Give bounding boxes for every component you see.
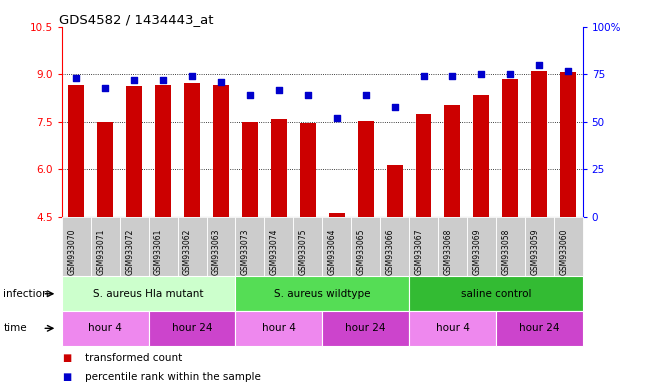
Point — [129, 77, 139, 83]
Text: GSM933059: GSM933059 — [531, 228, 539, 275]
Point — [215, 79, 226, 85]
Bar — [473, 95, 490, 217]
Bar — [242, 122, 258, 217]
Bar — [184, 83, 200, 217]
Point — [447, 73, 458, 79]
Text: GSM933061: GSM933061 — [154, 228, 163, 275]
Text: GSM933067: GSM933067 — [415, 228, 424, 275]
Text: hour 24: hour 24 — [519, 323, 559, 333]
Point — [389, 104, 400, 110]
Text: percentile rank within the sample: percentile rank within the sample — [85, 372, 260, 382]
Bar — [97, 122, 113, 217]
Text: GSM933060: GSM933060 — [559, 228, 568, 275]
Text: GSM933058: GSM933058 — [501, 228, 510, 275]
Point — [419, 73, 429, 79]
Point — [187, 73, 197, 79]
Bar — [561, 72, 576, 217]
Text: GSM933068: GSM933068 — [443, 228, 452, 275]
Text: GSM933074: GSM933074 — [270, 228, 279, 275]
Text: hour 4: hour 4 — [436, 323, 469, 333]
Text: S. aureus wildtype: S. aureus wildtype — [274, 289, 370, 299]
Text: GDS4582 / 1434443_at: GDS4582 / 1434443_at — [59, 13, 214, 26]
Bar — [387, 165, 402, 217]
Bar — [415, 114, 432, 217]
Text: GSM933069: GSM933069 — [473, 228, 481, 275]
Point — [505, 71, 516, 78]
Bar — [271, 119, 287, 217]
Text: GSM933070: GSM933070 — [67, 228, 76, 275]
Point — [361, 92, 371, 98]
Text: GSM933062: GSM933062 — [183, 228, 192, 275]
Text: GSM933063: GSM933063 — [212, 228, 221, 275]
Text: hour 4: hour 4 — [89, 323, 122, 333]
Text: hour 24: hour 24 — [172, 323, 212, 333]
Point — [331, 115, 342, 121]
Text: GSM933073: GSM933073 — [241, 228, 250, 275]
Text: GSM933064: GSM933064 — [327, 228, 337, 275]
Bar — [531, 71, 547, 217]
Point — [245, 92, 255, 98]
Text: hour 24: hour 24 — [346, 323, 386, 333]
Bar — [357, 121, 374, 217]
Text: ■: ■ — [62, 372, 71, 382]
Text: GSM933075: GSM933075 — [299, 228, 308, 275]
Point — [534, 62, 544, 68]
Point — [71, 75, 81, 81]
Bar — [68, 86, 84, 217]
Bar — [213, 84, 229, 217]
Text: hour 4: hour 4 — [262, 323, 296, 333]
Text: time: time — [3, 323, 27, 333]
Point — [158, 77, 169, 83]
Text: GSM933066: GSM933066 — [385, 228, 395, 275]
Text: ■: ■ — [62, 353, 71, 363]
Bar — [503, 79, 518, 217]
Point — [273, 86, 284, 93]
Bar — [445, 106, 460, 217]
Text: GSM933072: GSM933072 — [125, 228, 134, 275]
Point — [476, 71, 486, 78]
Point — [563, 68, 574, 74]
Text: GSM933065: GSM933065 — [357, 228, 366, 275]
Bar — [329, 213, 344, 217]
Point — [100, 84, 111, 91]
Text: saline control: saline control — [461, 289, 531, 299]
Text: infection: infection — [3, 289, 49, 299]
Text: S. aureus Hla mutant: S. aureus Hla mutant — [93, 289, 204, 299]
Text: GSM933071: GSM933071 — [96, 228, 105, 275]
Point — [303, 92, 313, 98]
Bar — [126, 86, 142, 217]
Text: transformed count: transformed count — [85, 353, 182, 363]
Bar — [155, 86, 171, 217]
Bar — [300, 123, 316, 217]
